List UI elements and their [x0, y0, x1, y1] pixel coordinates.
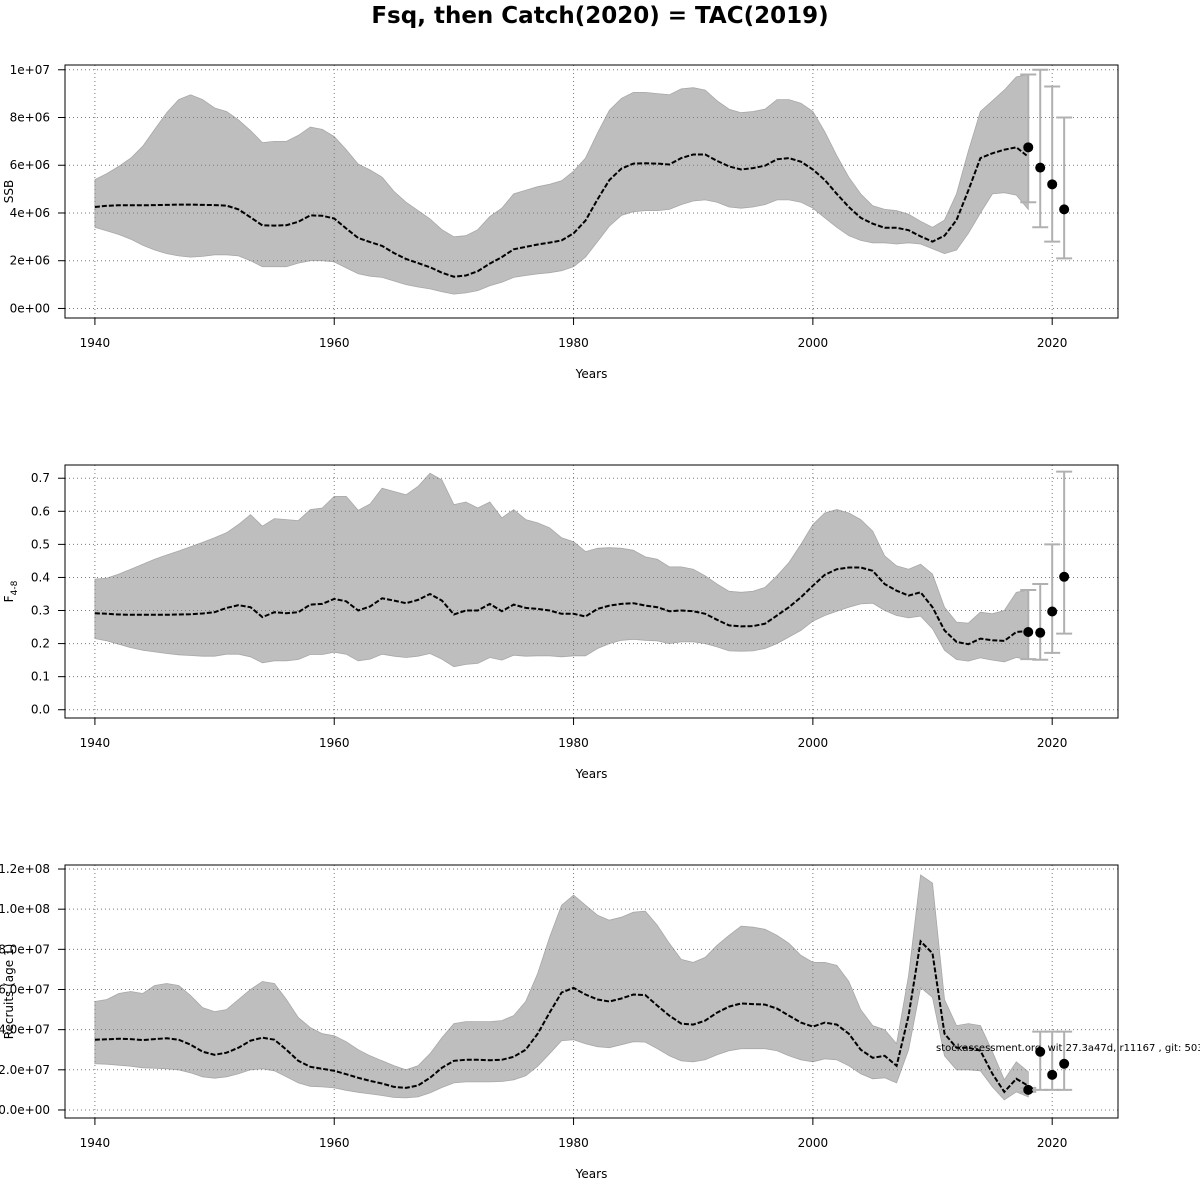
y-tick-label: 0.2	[31, 637, 50, 651]
chart-title: Fsq, then Catch(2020) = TAC(2019)	[371, 3, 829, 29]
projection-point	[1047, 1069, 1058, 1080]
y-axis-label: SSB	[2, 180, 16, 203]
footnote-annotation: stockassessment.org, wit 27.3a47d, r1116…	[936, 1043, 1200, 1054]
x-tick-label: 2000	[798, 736, 829, 750]
y-tick-label: 0.7	[31, 471, 50, 485]
y-tick-label: 1.2e+08	[0, 862, 50, 876]
plot-frame	[64, 864, 1119, 1119]
projection-point	[1059, 1058, 1070, 1069]
y-tick-label: 1e+07	[10, 63, 50, 77]
estimate-line	[94, 566, 1029, 646]
x-tick-label: 1940	[80, 736, 111, 750]
y-tick-label: 0.5	[31, 537, 50, 551]
y-tick-label: 0.6	[31, 504, 50, 518]
y-tick-label: 0.0	[31, 703, 50, 717]
x-tick-label: 2020	[1037, 1136, 1068, 1150]
y-tick-label: 1.0e+08	[0, 902, 50, 916]
projection-point	[1035, 627, 1046, 638]
y-tick-label: 8.0e+07	[0, 942, 50, 956]
projection-point	[1035, 1046, 1046, 1057]
x-tick-label: 1940	[80, 336, 111, 350]
x-tick-label: 1980	[558, 736, 589, 750]
x-tick-label: 1980	[558, 1136, 589, 1150]
y-tick-label: 0.1	[31, 670, 50, 684]
y-tick-label: 0.3	[31, 604, 50, 618]
projection-point	[1023, 1084, 1034, 1095]
projection-point	[1023, 142, 1034, 153]
x-tick-label: 2020	[1037, 336, 1068, 350]
plot-frame	[64, 64, 1119, 319]
projection-point	[1023, 627, 1034, 638]
y-tick-label: 6e+06	[10, 158, 50, 172]
x-tick-label: 1960	[319, 736, 350, 750]
panel-1: 1940 1960 1980 2000 2020 0e+00 2e+06 4e+06 6e+06…	[2, 63, 1119, 381]
confidence-band	[94, 472, 1029, 668]
x-axis-label: Years	[575, 767, 608, 781]
projection-point	[1059, 204, 1070, 215]
estimate-line	[94, 939, 1029, 1094]
projection-point	[1059, 571, 1070, 582]
y-tick-label: 0e+00	[10, 301, 50, 315]
y-tick-label: 4e+06	[10, 206, 50, 220]
x-axis-label: Years	[575, 367, 608, 381]
x-tick-label: 1960	[319, 1136, 350, 1150]
y-tick-label: 0.4	[31, 570, 50, 584]
confidence-band	[94, 874, 1029, 1101]
y-axis-label-subscript: 4-8	[10, 580, 20, 595]
confidence-band	[94, 74, 1029, 295]
y-tick-label: 2e+06	[10, 254, 50, 268]
x-tick-label: 1940	[80, 1136, 111, 1150]
y-tick-label: 4.0e+07	[0, 1023, 50, 1037]
plot-frame	[64, 464, 1119, 719]
projection-point	[1047, 179, 1058, 190]
estimate-line	[94, 146, 1029, 278]
y-tick-label: 8e+06	[10, 111, 50, 125]
x-tick-label: 2000	[798, 336, 829, 350]
projection-point	[1047, 606, 1058, 617]
projection-point	[1035, 162, 1046, 173]
x-axis-label: Years	[575, 1167, 608, 1181]
y-axis-label: F4-8	[2, 580, 20, 602]
x-tick-label: 1960	[319, 336, 350, 350]
panel-2: 1940 1960 1980 2000 2020 0.0 0.1 0.2 0.3 0.4 0.5 0.…	[2, 464, 1119, 781]
y-tick-label: 2.0e+07	[0, 1063, 50, 1077]
x-tick-label: 2020	[1037, 736, 1068, 750]
y-tick-label: 0.0e+00	[0, 1103, 50, 1117]
y-tick-label: 6.0e+07	[0, 982, 50, 996]
panel-3: 1940 1960 1980 2000 2020 0.0e+00 2.0e+07 4.0e+0…	[0, 862, 1119, 1181]
x-tick-label: 1980	[558, 336, 589, 350]
y-axis-label: Recruits (age 1)	[2, 944, 16, 1040]
x-tick-label: 2000	[798, 1136, 829, 1150]
